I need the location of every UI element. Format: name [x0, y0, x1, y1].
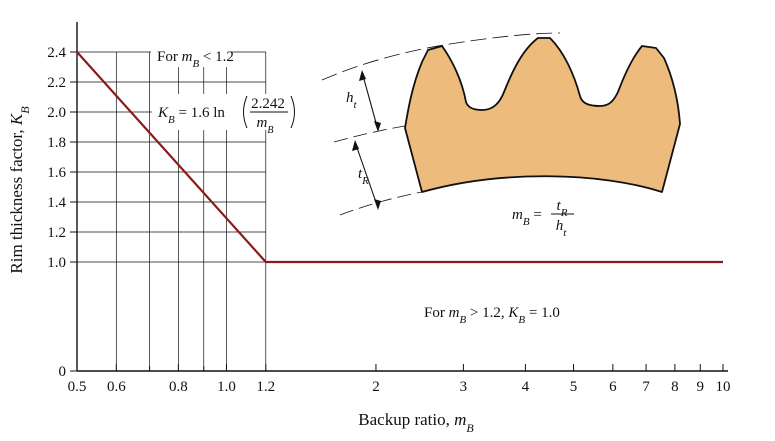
- outer-circle-dashed: [321, 32, 561, 81]
- x-tick-label: 4: [522, 379, 530, 395]
- x-tick-label: 5: [570, 379, 578, 395]
- x-tick-label: 0.8: [169, 379, 188, 395]
- ht-arrowhead-bottom: [374, 121, 381, 132]
- root-circle-dashed: [333, 125, 406, 143]
- x-tick-label: 7: [642, 379, 650, 395]
- y-tick-label: 1.4: [47, 195, 66, 211]
- low-annotation-bg: [151, 45, 231, 67]
- y-tick-label: 0: [59, 364, 67, 380]
- gear-rim-shape: [404, 37, 681, 193]
- ht-dimension-arrow: [361, 71, 379, 131]
- y-axis-title: Rim thickness factor, KB: [7, 106, 32, 274]
- y-tick-label: 1.0: [47, 255, 66, 271]
- gear-mb-lhs: mB =: [512, 207, 542, 228]
- axes: [76, 22, 728, 372]
- x-tick-label: 10: [716, 379, 731, 395]
- tr-dimension-arrow: [354, 141, 379, 209]
- y-tick-label: 2.4: [47, 45, 66, 61]
- x-tick-label: 8: [671, 379, 679, 395]
- x-axis-title: Backup ratio, mB: [358, 410, 474, 435]
- kb-curve: [76, 51, 723, 264]
- inner-circle-dashed: [339, 191, 423, 216]
- y-tick-label: 1.8: [47, 135, 66, 151]
- tr-arrowhead-top: [352, 140, 359, 151]
- formula-annotation: KB = 1.6 ln 2.242 mB: [152, 94, 298, 136]
- x-tick-label: 3: [460, 379, 468, 395]
- x-ticks: 0.5 0.6 0.8 1.0 1.2 2 3 4 5 6 7 8 9 10: [68, 364, 731, 395]
- tr-arrowhead-bottom: [374, 199, 381, 210]
- formula-left-paren: [243, 95, 248, 129]
- high-range-annotation: For mB > 1.2, KB = 1.0: [424, 305, 560, 326]
- x-tick-label: 1.2: [256, 379, 275, 395]
- series: [76, 51, 723, 264]
- y-tick-label: 2.0: [47, 105, 66, 121]
- ht-arrowhead-top: [359, 70, 366, 81]
- gear-rim-illustration: ht tR mB = tR ht: [321, 32, 681, 239]
- x-tick-label: 6: [609, 379, 617, 395]
- low-range-annotation: For mB < 1.2: [157, 49, 234, 70]
- ht-label: ht: [346, 90, 358, 111]
- formula-numerator: 2.242: [251, 96, 285, 112]
- x-tick-label: 0.5: [68, 379, 87, 395]
- gear-mb-denominator: ht: [556, 218, 568, 239]
- x-tick-label: 9: [697, 379, 705, 395]
- formula-right-paren: [290, 95, 295, 129]
- y-tick-label: 2.2: [47, 75, 66, 91]
- x-tick-label: 1.0: [217, 379, 236, 395]
- x-tick-label: 2: [372, 379, 380, 395]
- gear-mb-numerator: tR: [557, 198, 568, 219]
- formula-denominator: mB: [257, 115, 274, 136]
- y-tick-label: 1.2: [47, 225, 66, 241]
- x-tick-label: 0.6: [107, 379, 126, 395]
- y-tick-label: 1.6: [47, 165, 66, 181]
- formula-lhs: KB = 1.6 ln: [157, 105, 225, 126]
- tr-label: tR: [358, 166, 369, 187]
- y-ticks: 1.0 1.2 1.4 1.6 1.8 2.0 2.2 2.4 0: [47, 45, 77, 380]
